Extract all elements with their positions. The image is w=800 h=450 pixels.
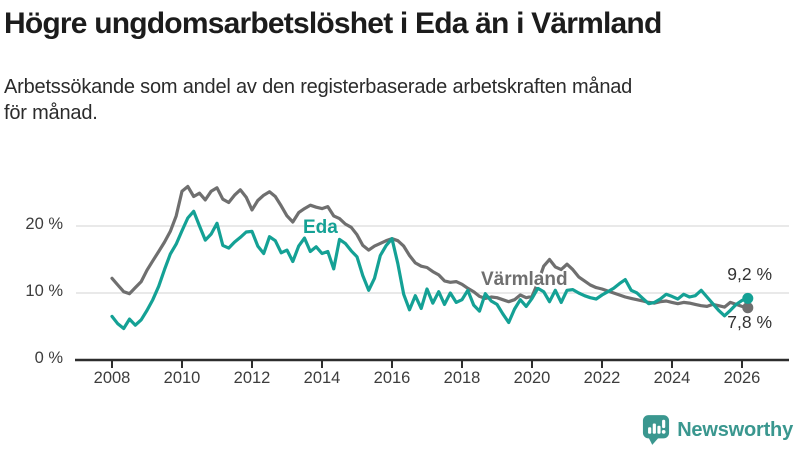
newsworthy-logo-text: Newsworthy (677, 418, 793, 441)
y-axis-label: 0 % (34, 349, 63, 367)
series-line-varmland (110, 184, 750, 310)
chart-subtitle: Arbetssökande som andel av den registerb… (4, 74, 784, 127)
chart-title: Högre ungdomsarbetslöshet i Eda än i Vär… (4, 7, 662, 40)
end-value-label-varmland: 7,8 % (727, 312, 772, 332)
x-axis-label: 2020 (513, 369, 551, 387)
newsworthy-logo: Newsworthy (642, 414, 793, 446)
series-end-dot-varmland (742, 302, 754, 314)
x-axis-label: 2026 (723, 369, 761, 387)
chart-subtitle-line1: Arbetssökande som andel av den registerb… (4, 76, 633, 98)
x-axis-label: 2014 (303, 369, 341, 387)
x-axis-label: 2024 (653, 369, 691, 387)
y-axis-label: 10 % (25, 282, 63, 300)
series-end-dot-eda (742, 292, 754, 304)
series-label-varmland: Värmland (481, 269, 568, 290)
x-axis-label: 2010 (163, 369, 201, 387)
x-axis-label: 2018 (443, 369, 481, 387)
series-line-eda (110, 209, 750, 331)
x-axis-label: 2022 (583, 369, 621, 387)
x-axis-label: 2016 (373, 369, 411, 387)
x-axis-label: 2008 (93, 369, 131, 387)
newsworthy-bar-chart-bubble-icon (643, 415, 670, 445)
x-axis-label: 2012 (233, 369, 271, 387)
end-value-label-eda: 9,2 % (727, 264, 772, 284)
chart-subtitle-line2: för månad. (4, 102, 98, 125)
series-label-eda: Eda (303, 217, 338, 238)
y-axis-label: 20 % (25, 215, 63, 233)
